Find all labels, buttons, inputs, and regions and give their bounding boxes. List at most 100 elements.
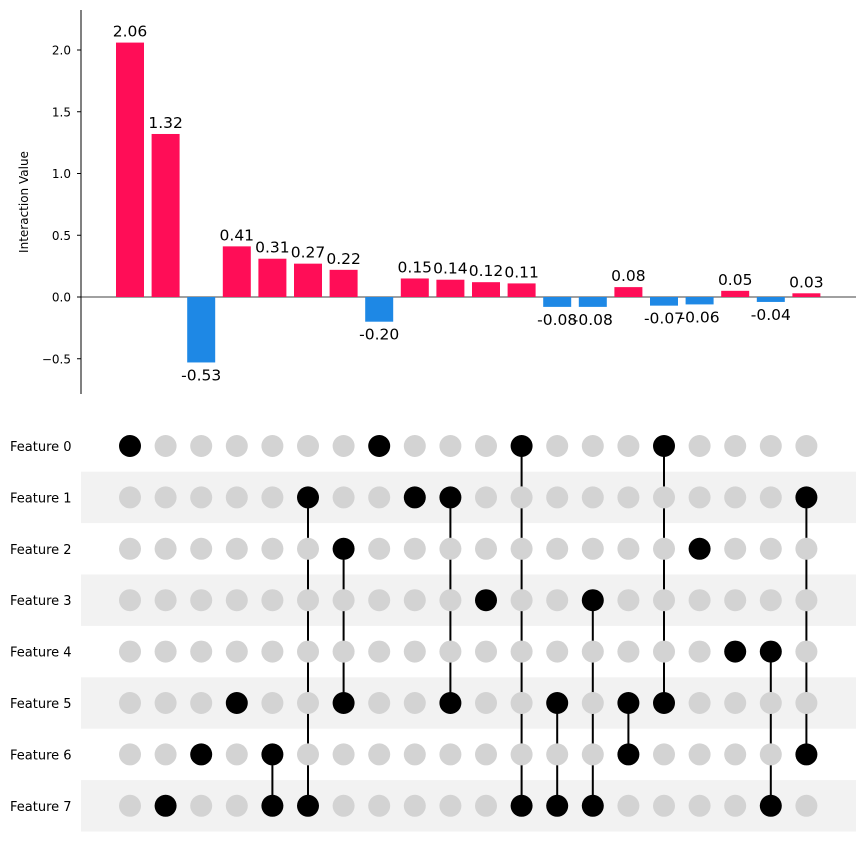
value-label: 1.32 (148, 114, 183, 132)
bar (258, 258, 287, 297)
inactive-dot (759, 589, 782, 612)
inactive-dot (759, 743, 782, 766)
inactive-dot (617, 589, 640, 612)
bar (116, 42, 144, 298)
inactive-dot (119, 589, 141, 612)
inactive-dot (368, 640, 391, 663)
inactive-dot (225, 794, 248, 817)
inactive-dot (688, 640, 711, 663)
inactive-dot (190, 692, 213, 714)
inactive-dot (261, 537, 284, 560)
inactive-dot (261, 435, 284, 457)
inactive-dot (795, 794, 818, 817)
y-tick-label: −0.5 (42, 352, 71, 366)
inactive-dot (653, 794, 675, 817)
inactive-dot (403, 794, 426, 817)
inactive-dot (261, 692, 284, 714)
inactive-dot (403, 537, 426, 560)
active-dot (297, 794, 319, 817)
y-axis-ticks: −0.5 0.0 0.5 1.0 1.5 2.0 (42, 44, 81, 366)
inactive-dot (581, 692, 604, 714)
bar (472, 282, 500, 297)
value-label: 0.08 (611, 267, 646, 285)
inactive-dot (724, 537, 747, 560)
active-dot (475, 589, 497, 612)
inactive-dot (332, 435, 355, 457)
inactive-dot (546, 537, 569, 560)
bar (365, 297, 394, 322)
feature-label: Feature 0 (10, 440, 72, 455)
feature-label: Feature 4 (10, 646, 72, 661)
active-dot (439, 486, 462, 509)
inactive-dot (653, 486, 675, 509)
bar (756, 297, 785, 302)
inactive-dot (297, 589, 319, 612)
active-dot (439, 692, 462, 714)
inactive-dot (759, 435, 782, 457)
inactive-dot (154, 486, 177, 509)
inactive-dot (154, 537, 177, 560)
inactive-dot (332, 640, 355, 663)
value-label: 0.14 (433, 260, 468, 278)
inactive-dot (190, 537, 213, 560)
active-dot (795, 743, 818, 766)
inactive-dot (403, 640, 426, 663)
value-label: -0.04 (751, 306, 791, 324)
inactive-dot (546, 435, 569, 457)
inactive-dot (190, 640, 213, 663)
feature-label: Feature 5 (10, 697, 72, 712)
inactive-dot (546, 743, 569, 766)
inactive-dot (119, 692, 141, 714)
inactive-dot (332, 743, 355, 766)
value-label: 0.03 (789, 273, 824, 291)
inactive-dot (688, 589, 711, 612)
value-labels: 2.061.32-0.530.410.31 0.27 0.22-0.200.15 0.… (113, 23, 824, 385)
value-label: 2.06 (113, 23, 148, 41)
inactive-dot (368, 537, 391, 560)
active-dot (297, 486, 319, 509)
inactive-dot (225, 435, 248, 457)
inactive-dot (119, 486, 141, 509)
value-label: -0.06 (680, 308, 720, 326)
value-label: 0.31 (255, 239, 290, 257)
inactive-dot (439, 537, 462, 560)
inactive-dot (154, 640, 177, 663)
bar (151, 133, 180, 297)
inactive-dot (581, 537, 604, 560)
bar (650, 297, 678, 306)
bar (294, 263, 322, 297)
inactive-dot (759, 537, 782, 560)
inactive-dot (261, 589, 284, 612)
inactive-dot (119, 640, 141, 663)
active-dot (510, 794, 533, 817)
active-dot (759, 640, 782, 663)
inactive-dot (439, 794, 462, 817)
bar (329, 269, 358, 297)
inactive-dot (581, 486, 604, 509)
inactive-dot (439, 640, 462, 663)
inactive-dot (475, 435, 497, 457)
inactive-dot (368, 692, 391, 714)
inactive-dot (510, 640, 533, 663)
bar (614, 287, 643, 297)
inactive-dot (154, 692, 177, 714)
active-dot (190, 743, 213, 766)
inactive-dot (475, 486, 497, 509)
inactive-dot (724, 435, 747, 457)
inactive-dot (297, 435, 319, 457)
inactive-dot (154, 435, 177, 457)
inactive-dot (688, 435, 711, 457)
inactive-dot (546, 640, 569, 663)
y-tick-label: 1.0 (52, 167, 71, 181)
inactive-dot (795, 692, 818, 714)
inactive-dot (617, 537, 640, 560)
bar (507, 283, 536, 297)
active-dot (617, 743, 640, 766)
inactive-dot (510, 743, 533, 766)
active-dot (154, 794, 177, 817)
active-dot (546, 692, 569, 714)
active-dot (617, 692, 640, 714)
inactive-dot (617, 486, 640, 509)
active-dot (368, 435, 391, 457)
active-dot (261, 743, 284, 766)
